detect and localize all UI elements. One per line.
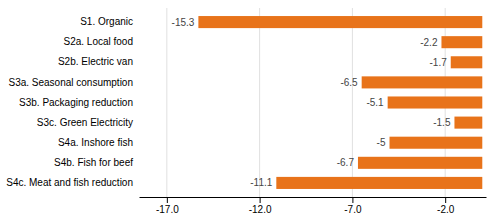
x-tick: -12.0 — [249, 197, 272, 215]
y-tick-label: S1. Organic — [80, 16, 133, 27]
y-tick: S3b. Packaging reduction — [19, 97, 133, 108]
y-tick: S1. Organic — [80, 16, 133, 27]
plot: -17.0 -12.0 -7.0 -2.0 S1. Organic S2a. Local … — [6, 8, 486, 215]
x-tick-label: -12.0 — [249, 204, 272, 215]
data-labels: -15.3 -2.2 -1.7 -6.5 -5.1 -1.5 -5 -6.7 -11.1 — [172, 17, 451, 189]
bars — [198, 16, 482, 189]
chart-svg: -17.0 -12.0 -7.0 -2.0 S1. Organic S2a. Local … — [0, 0, 500, 219]
bar — [390, 137, 483, 149]
y-tick: S2b. Electric van — [58, 56, 133, 67]
x-tick-label: -2.0 — [437, 204, 455, 215]
data-label: -5 — [377, 137, 386, 148]
y-tick-label: S4c. Meat and fish reduction — [6, 177, 133, 188]
y-tick-label: S4a. Inshore fish — [58, 137, 133, 148]
y-tick-label: S3b. Packaging reduction — [19, 97, 133, 108]
data-label: -1.5 — [433, 117, 451, 128]
x-tick: -17.0 — [156, 197, 179, 215]
y-tick-label: S3c. Green Electricity — [37, 117, 133, 128]
x-axis-line — [140, 197, 487, 198]
x-axis: -17.0 -12.0 -7.0 -2.0 — [140, 197, 487, 215]
y-tick: S3c. Green Electricity — [37, 117, 133, 128]
data-label: -5.1 — [366, 97, 384, 108]
x-tick-mark — [260, 197, 261, 203]
data-label: -2.2 — [420, 37, 438, 48]
grid-line — [166, 8, 167, 197]
bar — [362, 76, 483, 88]
y-tick-label: S3a. Seasonal consumption — [8, 77, 133, 88]
x-tick-mark — [352, 197, 353, 203]
data-label: -6.5 — [340, 77, 358, 88]
x-tick-mark — [445, 197, 446, 203]
chart-container: -17.0 -12.0 -7.0 -2.0 S1. Organic S2a. Local … — [0, 0, 500, 219]
y-tick: S3a. Seasonal consumption — [8, 77, 133, 88]
grid-line — [259, 8, 260, 197]
y-tick-label: S4b. Fish for beef — [54, 157, 133, 168]
y-tick: S4c. Meat and fish reduction — [6, 177, 133, 188]
bar — [441, 36, 482, 48]
y-tick: S4b. Fish for beef — [54, 157, 133, 168]
bar — [198, 16, 482, 28]
grid-line — [352, 8, 353, 197]
x-tick-label: -17.0 — [156, 204, 179, 215]
y-axis: S1. Organic S2a. Local food S2b. Electric … — [6, 16, 133, 188]
x-tick-mark — [167, 197, 168, 203]
data-label: -1.7 — [430, 57, 448, 68]
bar — [454, 117, 482, 129]
y-tick: S2a. Local food — [64, 36, 134, 47]
data-label: -15.3 — [172, 17, 195, 28]
x-tick: -7.0 — [344, 197, 362, 215]
bar — [451, 56, 483, 68]
y-tick: S4a. Inshore fish — [58, 137, 133, 148]
x-tick: -2.0 — [437, 197, 455, 215]
y-tick-label: S2b. Electric van — [58, 56, 133, 67]
x-tick-label: -7.0 — [344, 204, 362, 215]
bar — [276, 177, 482, 189]
data-label: -11.1 — [250, 177, 272, 188]
y-tick-label: S2a. Local food — [64, 36, 134, 47]
bar — [358, 157, 482, 169]
bar — [388, 96, 483, 108]
data-label: -6.7 — [337, 157, 355, 168]
